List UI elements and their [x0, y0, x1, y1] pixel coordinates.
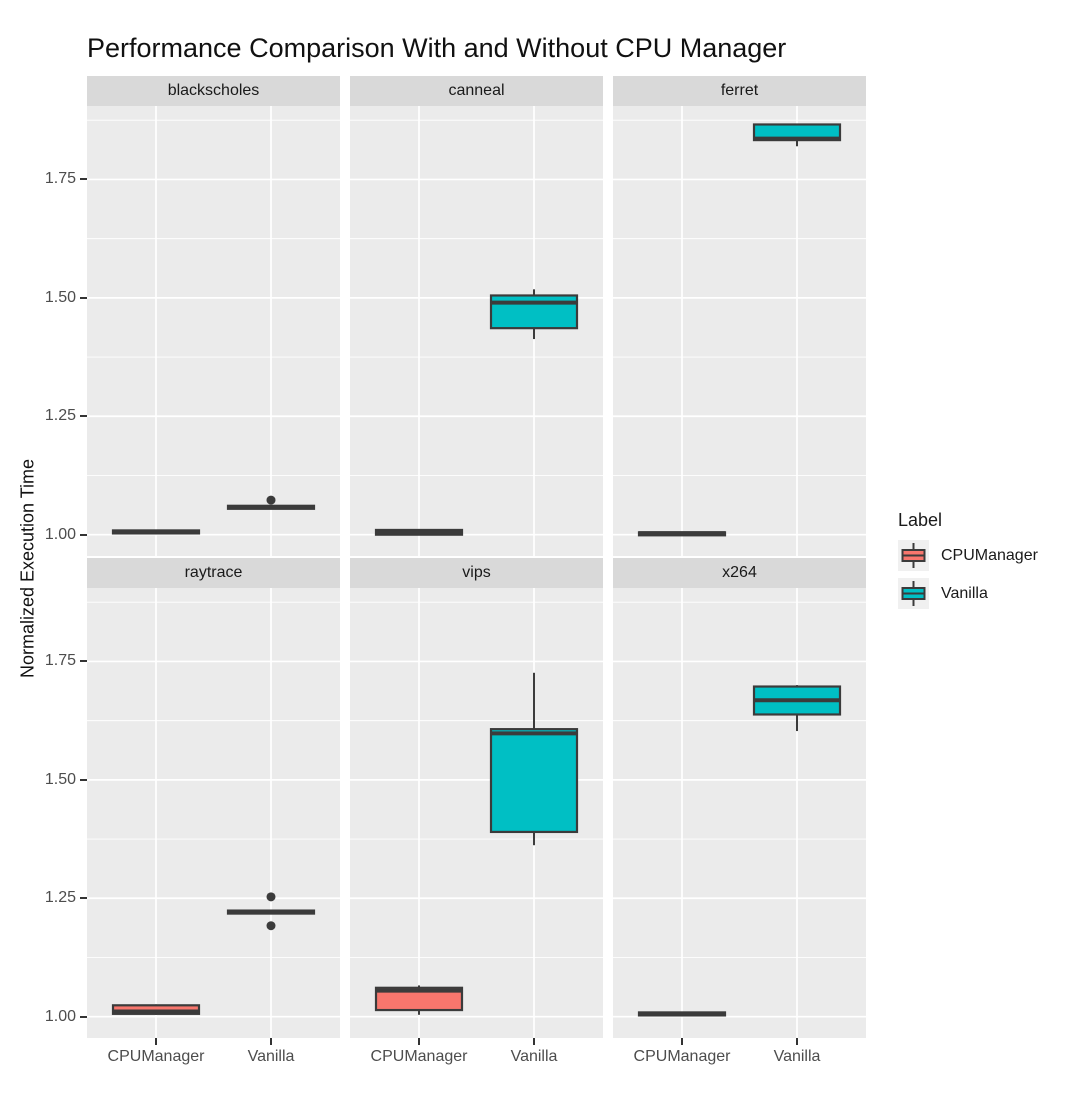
y-tick-label: 1.50 [44, 288, 76, 306]
y-tick-mark [80, 415, 87, 418]
y-tick-mark [80, 296, 87, 299]
box-x264-Vanilla [752, 685, 842, 732]
legend-key-boxplot-icon [898, 578, 929, 609]
facet-strip-label: vips [462, 564, 491, 581]
box-x264-CPUManager [637, 1011, 727, 1017]
box-ferret-CPUManager [637, 531, 727, 537]
x-tick-mark [796, 1038, 798, 1045]
box-vips-Vanilla [489, 672, 579, 846]
facet-strip-label: canneal [448, 82, 505, 99]
x-tick-mark [533, 1038, 535, 1045]
box-ferret-Vanilla [752, 123, 842, 147]
y-tick-mark [80, 178, 87, 181]
x-tick-label-vanilla: Vanilla [510, 1048, 558, 1065]
facet-strip-raytrace: raytrace [87, 558, 340, 588]
x-tick-label-cpumanager: CPUManager [370, 1048, 468, 1065]
box-canneal-CPUManager [374, 528, 464, 536]
facet-strip-label: raytrace [184, 564, 243, 581]
facet-panel-blackscholes [87, 106, 340, 556]
x-tick-mark [155, 1038, 157, 1045]
facet-strip-ferret: ferret [613, 76, 866, 106]
facet-panel-ferret [613, 106, 866, 556]
box-blackscholes-CPUManager [111, 529, 201, 535]
box-raytrace-Vanilla [226, 892, 316, 931]
y-tick-label: 1.50 [44, 770, 76, 788]
legend-item-cpumanager: CPUManager [898, 540, 1038, 571]
legend-label: Vanilla [941, 584, 988, 602]
y-tick-label: 1.75 [44, 652, 76, 670]
facet-panel-vips [350, 588, 603, 1038]
box-canneal-Vanilla [489, 289, 579, 340]
facet-strip-label: ferret [720, 82, 759, 99]
box-raytrace-CPUManager [111, 1004, 201, 1015]
facet-panel-x264 [613, 588, 866, 1038]
x-tick-mark [418, 1038, 420, 1045]
legend-key-boxplot-icon [898, 540, 929, 571]
x-tick-label-vanilla: Vanilla [773, 1048, 821, 1065]
x-tick-mark [681, 1038, 683, 1045]
chart-title: Performance Comparison With and Without … [87, 33, 787, 63]
legend-title: Label [898, 510, 943, 530]
facet-strip-label: x264 [722, 564, 757, 581]
legend-label: CPUManager [941, 546, 1038, 564]
x-tick-mark [270, 1038, 272, 1045]
y-tick-mark [80, 1015, 87, 1018]
outlier-point [266, 921, 276, 931]
facet-strip-vips: vips [350, 558, 603, 588]
y-tick-mark [80, 660, 87, 663]
facet-strip-blackscholes: blackscholes [87, 76, 340, 106]
box-vips-CPUManager [374, 985, 464, 1015]
facet-panel-raytrace [87, 588, 340, 1038]
y-tick-label: 1.25 [44, 407, 76, 425]
y-tick-label: 1.25 [44, 889, 76, 907]
box-blackscholes-Vanilla [226, 495, 316, 510]
facet-strip-label: blackscholes [167, 82, 260, 99]
y-tick-label: 1.00 [44, 1007, 76, 1025]
y-tick-mark [80, 897, 87, 900]
legend-items: CPUManager Vanilla [898, 540, 1038, 609]
outlier-point [266, 892, 276, 902]
x-tick-label-cpumanager: CPUManager [633, 1048, 731, 1065]
y-tick-mark [80, 778, 87, 781]
x-tick-label-vanilla: Vanilla [247, 1048, 295, 1065]
facet-panel-canneal [350, 106, 603, 556]
legend-item-vanilla: Vanilla [898, 578, 1038, 609]
legend: Label CPUManager Vanilla [898, 510, 1038, 616]
x-tick-label-cpumanager: CPUManager [107, 1048, 205, 1065]
y-tick-mark [80, 533, 87, 536]
outlier-point [266, 495, 276, 505]
facet-strip-canneal: canneal [350, 76, 603, 106]
y-tick-label: 1.00 [44, 525, 76, 543]
y-tick-label: 1.75 [44, 170, 76, 188]
facet-strip-x264: x264 [613, 558, 866, 588]
